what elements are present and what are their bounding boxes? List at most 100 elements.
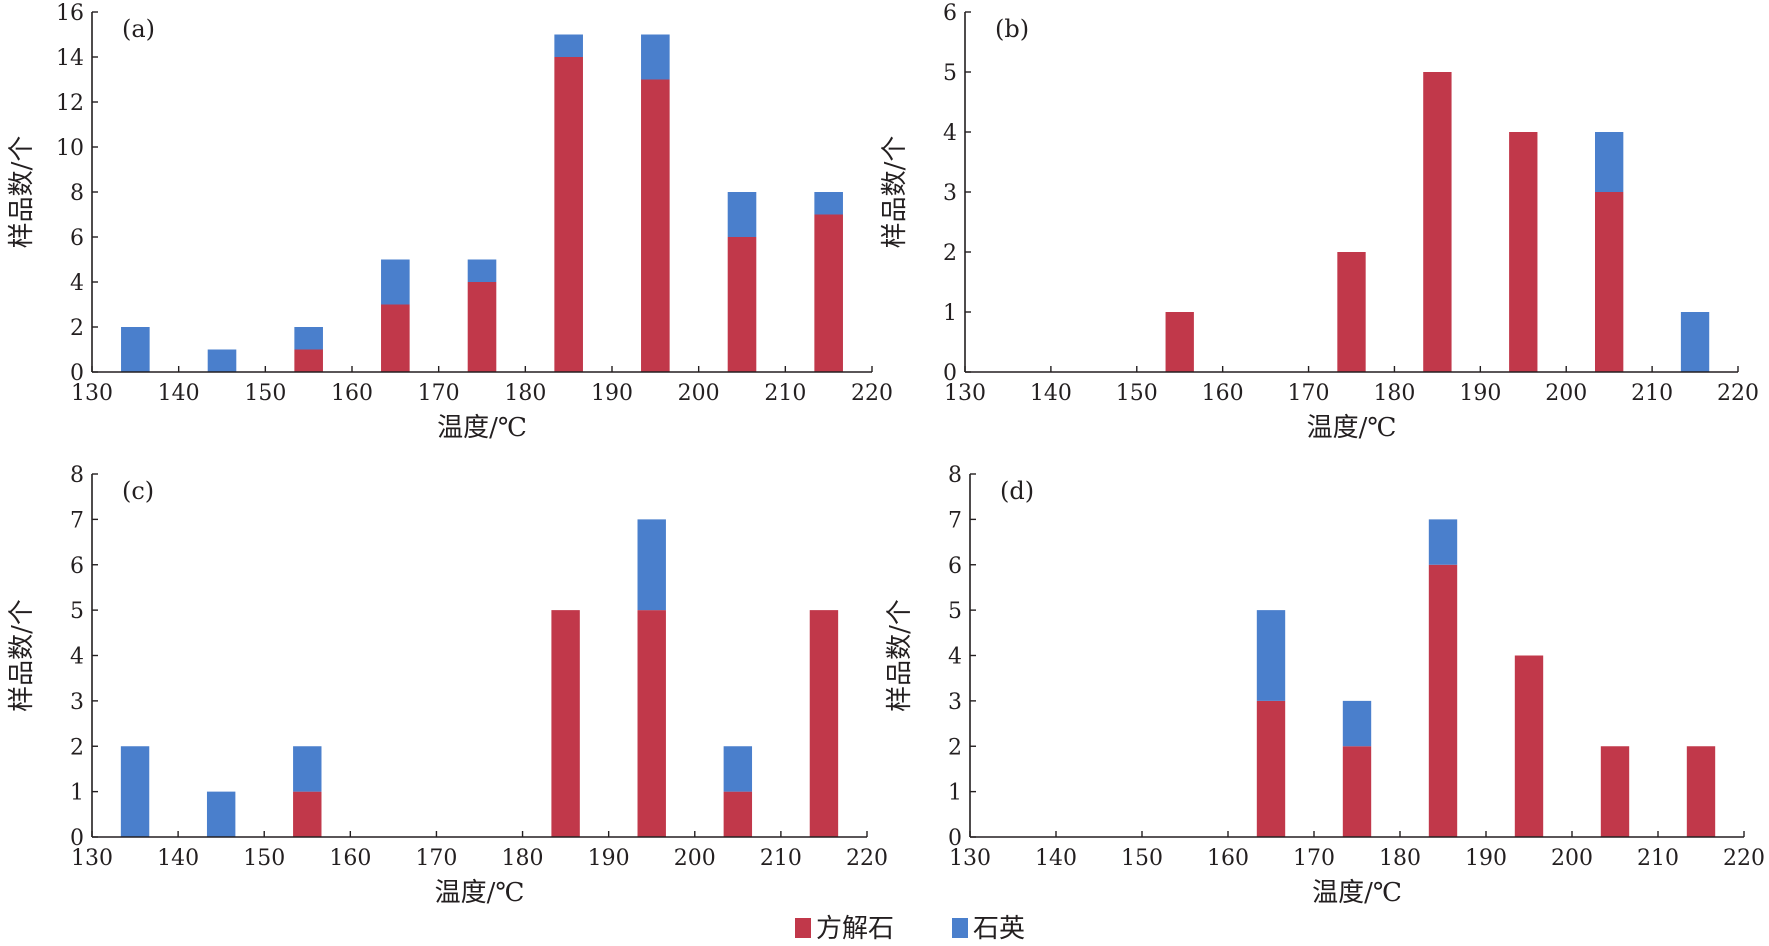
bar-quartz-205: [723, 746, 753, 792]
bar-quartz-205: [727, 192, 757, 237]
bar-calcite-175: [467, 282, 497, 372]
y-tick-label: 0: [948, 826, 962, 851]
bar-calcite-175: [1337, 252, 1366, 372]
x-tick-label: 220: [851, 381, 893, 406]
panel-label: (a): [122, 15, 155, 43]
panel-label: (d): [1000, 477, 1034, 505]
x-tick-label: 220: [846, 846, 888, 871]
panels-group: 130 140 150 160 170 180 190 200 210 2200246810121…: [7, 1, 1765, 908]
y-tick-label: 0: [70, 361, 84, 386]
legend-label-calcite: 方解石: [816, 914, 894, 944]
bar-quartz-215: [1680, 312, 1710, 372]
bar-calcite-185: [1428, 564, 1458, 837]
x-tick-label: 180: [502, 846, 544, 871]
y-tick-label: 16: [56, 1, 84, 26]
y-tick-label: 0: [70, 826, 84, 851]
y-tick-label: 5: [943, 61, 957, 86]
x-tick-label: 140: [157, 846, 199, 871]
bar-quartz-185: [1428, 519, 1458, 565]
bar-calcite-195: [1509, 132, 1538, 372]
bar-quartz-195: [637, 519, 666, 611]
bar-calcite-205: [1600, 746, 1630, 837]
bar-quartz-195: [641, 34, 670, 80]
bar-quartz-135: [120, 746, 150, 837]
y-tick-label: 10: [56, 136, 84, 161]
x-tick-label: 180: [504, 381, 546, 406]
x-tick-label: 130: [71, 846, 113, 871]
bar-calcite-195: [1514, 655, 1544, 837]
y-tick-label: 3: [948, 690, 962, 715]
legend: 方解石 石英: [795, 914, 1025, 944]
panel-b: 130 140 150 160 170 180 190 200 210 220 0 1 2 3 4 5 6 (b)…: [880, 1, 1759, 443]
x-tick-label: 210: [1637, 846, 1679, 871]
bar-calcite-175: [1342, 746, 1372, 837]
bars: [120, 519, 839, 837]
y-tick-label: 3: [70, 690, 84, 715]
y-axis-title: 样品数/个: [7, 599, 37, 712]
bar-calcite-155: [294, 349, 323, 372]
x-tick-label: 150: [1116, 381, 1158, 406]
legend-swatch-quartz: [952, 918, 968, 938]
x-tick-label: 140: [1035, 846, 1077, 871]
y-tick-label: 5: [948, 599, 962, 624]
y-tick-label: 6: [948, 554, 962, 579]
y-tick-label: 1: [70, 781, 84, 806]
x-tick-label: 180: [1373, 381, 1415, 406]
bars: [121, 34, 843, 372]
bars: [1256, 519, 1716, 837]
panel-a: 130 140 150 160 170 180 190 200 210 220 0 2 4 6 8 10 12 1…: [7, 1, 893, 443]
y-tick-label: 5: [70, 599, 84, 624]
panel-label: (c): [122, 477, 154, 505]
x-axis-title: 温度/℃: [435, 878, 525, 908]
y-tick-label: 7: [948, 508, 962, 533]
x-tick-label: 180: [1379, 846, 1421, 871]
bar-calcite-165: [1256, 700, 1286, 837]
bar-calcite-185: [554, 57, 583, 372]
y-tick-label: 7: [70, 508, 84, 533]
y-tick-label: 1: [948, 781, 962, 806]
bar-calcite-195: [641, 79, 670, 372]
bar-calcite-195: [637, 610, 666, 837]
x-tick-label: 160: [329, 846, 371, 871]
bar-quartz-165: [381, 259, 410, 305]
x-tick-label: 200: [1545, 381, 1587, 406]
x-tick-label: 170: [418, 381, 460, 406]
x-tick-label: 130: [949, 846, 991, 871]
legend-label-quartz: 石英: [973, 914, 1025, 944]
y-tick-label: 8: [70, 463, 84, 488]
x-tick-label: 140: [158, 381, 200, 406]
y-tick-label: 3: [943, 181, 957, 206]
x-tick-label: 170: [1288, 381, 1330, 406]
x-tick-label: 210: [764, 381, 806, 406]
bar-quartz-155: [293, 746, 322, 792]
legend-swatch-calcite: [795, 918, 811, 938]
y-tick-label: 14: [56, 46, 84, 71]
bar-calcite-185: [551, 610, 580, 837]
y-tick-label: 8: [70, 181, 84, 206]
y-tick-label: 4: [70, 645, 84, 670]
y-tick-label: 1: [943, 301, 957, 326]
y-tick-label: 12: [56, 91, 84, 116]
bar-calcite-185: [1423, 72, 1452, 372]
bar-quartz-215: [814, 192, 843, 215]
y-tick-label: 2: [948, 735, 962, 760]
x-tick-label: 130: [944, 381, 986, 406]
bar-quartz-175: [467, 259, 497, 282]
y-tick-label: 6: [70, 226, 84, 251]
x-tick-label: 220: [1723, 846, 1765, 871]
y-tick-label: 6: [70, 554, 84, 579]
bar-quartz-165: [1256, 610, 1286, 701]
x-axis-title: 温度/℃: [437, 413, 527, 443]
bar-calcite-215: [814, 214, 843, 372]
panel-label: (b): [995, 15, 1029, 43]
x-tick-label: 190: [591, 381, 633, 406]
y-tick-label: 4: [943, 121, 957, 146]
y-axis-title: 样品数/个: [880, 136, 910, 249]
x-tick-label: 140: [1030, 381, 1072, 406]
x-tick-label: 210: [760, 846, 802, 871]
x-tick-label: 170: [415, 846, 457, 871]
bar-calcite-155: [1165, 312, 1194, 372]
x-tick-label: 150: [244, 381, 286, 406]
y-tick-label: 2: [70, 316, 84, 341]
